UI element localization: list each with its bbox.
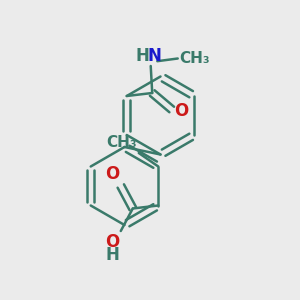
Text: O: O [174, 102, 188, 120]
Text: O: O [105, 232, 119, 250]
Text: O: O [105, 165, 119, 183]
Text: H: H [135, 46, 149, 64]
Text: CH₃: CH₃ [179, 51, 210, 66]
Text: H: H [105, 246, 119, 264]
Text: N: N [147, 46, 161, 64]
Text: CH₃: CH₃ [106, 135, 137, 150]
